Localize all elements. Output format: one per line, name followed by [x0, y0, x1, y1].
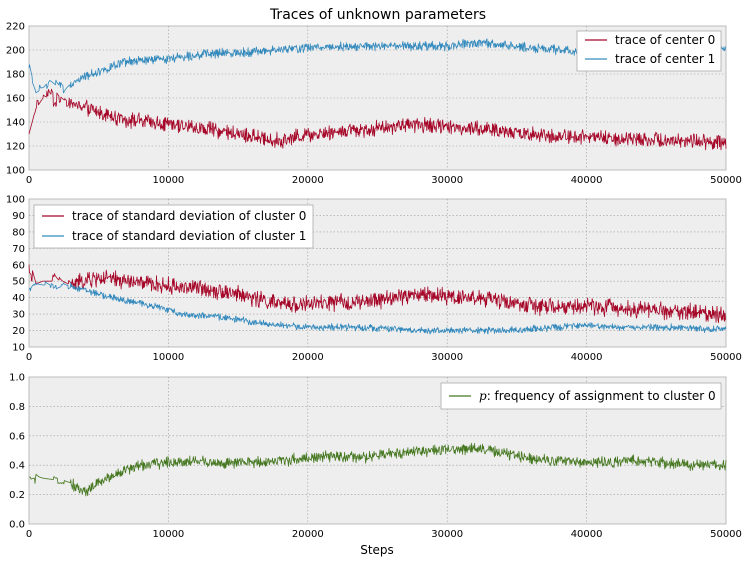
y-tick-label: 180	[6, 70, 25, 81]
y-tick-label: 0.4	[9, 461, 25, 472]
legend-box	[440, 382, 722, 410]
y-tick-label: 90	[12, 211, 25, 222]
y-tick-label: 0.0	[9, 520, 25, 531]
legend: p: frequency of assignment to cluster 0	[440, 382, 722, 410]
panel-p-trace: 0 10000 20000 30000 40000 50000 0.00.20.40.60…	[9, 373, 742, 558]
legend-box	[33, 204, 314, 249]
x-tick-label: 40000	[571, 529, 603, 540]
legend-label-center-1: trace of center 1	[615, 52, 715, 66]
y-tick-label: 100	[6, 166, 25, 177]
x-tick-label: 10000	[152, 175, 184, 186]
x-tick-label: 20000	[292, 175, 324, 186]
legend-label-p-rest: : frequency of assignment to cluster 0	[487, 389, 716, 403]
legend: trace of standard deviation of cluster 0…	[33, 204, 314, 249]
legend-label-std-1: trace of standard deviation of cluster 1	[72, 229, 306, 243]
x-tick-label: 0	[26, 175, 32, 186]
y-tick-label: 160	[6, 94, 25, 105]
x-axis-label: Steps	[360, 543, 394, 557]
y-tick-label: 0.6	[9, 431, 25, 442]
x-tick-label: 50000	[710, 529, 742, 540]
x-tick-label: 0	[26, 529, 32, 540]
chart-title: Traces of unknown parameters	[269, 7, 486, 23]
y-tick-label: 200	[6, 46, 25, 57]
y-tick-label: 140	[6, 118, 25, 129]
series-line-1-1	[28, 281, 727, 335]
x-tick-label: 50000	[710, 352, 742, 363]
y-tick-label: 70	[12, 244, 25, 255]
x-tick-label: 10000	[152, 529, 184, 540]
x-axis: 0 10000 20000 30000 40000 50000	[26, 175, 742, 186]
y-tick-label: 30	[12, 310, 25, 321]
y-tick-label: 1.0	[9, 373, 25, 384]
x-tick-label: 40000	[571, 175, 603, 186]
legend-box	[576, 30, 722, 72]
y-tick-label: 100	[6, 195, 25, 206]
x-tick-label: 30000	[431, 352, 463, 363]
x-tick-label: 20000	[292, 352, 324, 363]
legend: trace of center 0 trace of center 1	[576, 30, 722, 72]
y-tick-label: 0.2	[9, 490, 25, 501]
series-line-0-0	[28, 88, 727, 151]
x-tick-label: 30000	[431, 529, 463, 540]
y-tick-label: 10	[12, 343, 25, 354]
panel-std-traces: 0 10000 20000 30000 40000 50000 10 20 30 40 50 60 7…	[6, 195, 742, 364]
series-line-1-0	[28, 264, 727, 324]
series-line-2-0	[29, 442, 727, 497]
panel-center-traces: Traces of unknown parameters 0 10000 20000…	[6, 7, 742, 186]
x-tick-label: 10000	[152, 352, 184, 363]
series-layer	[28, 264, 727, 335]
x-tick-label: 30000	[431, 175, 463, 186]
y-tick-label: 0.8	[9, 402, 25, 413]
x-axis: 0 10000 20000 30000 40000 50000	[26, 352, 742, 363]
y-tick-label: 40	[12, 293, 25, 304]
x-axis: 0 10000 20000 30000 40000 50000	[26, 529, 742, 540]
y-axis: 0.0 0.2 0.4 0.6 0.8 1.0	[9, 373, 25, 531]
y-tick-label: 60	[12, 260, 25, 271]
x-tick-label: 50000	[710, 175, 742, 186]
y-tick-label: 120	[6, 142, 25, 153]
y-tick-label: 20	[12, 326, 25, 337]
legend-label-p: p: frequency of assignment to cluster 0	[479, 389, 716, 403]
x-tick-label: 20000	[292, 529, 324, 540]
legend-label-std-0: trace of standard deviation of cluster 0	[72, 209, 306, 223]
y-tick-label: 50	[12, 277, 25, 288]
y-axis: 100 120 140 160 180 200 220	[6, 22, 25, 177]
series-layer	[29, 442, 727, 497]
y-axis: 10 20 30 40 50 60 70 80 90 100	[6, 195, 25, 354]
y-tick-label: 220	[6, 22, 25, 33]
x-tick-label: 40000	[571, 352, 603, 363]
y-tick-label: 80	[12, 227, 25, 238]
legend-label-center-0: trace of center 0	[615, 33, 715, 47]
x-tick-label: 0	[26, 352, 32, 363]
